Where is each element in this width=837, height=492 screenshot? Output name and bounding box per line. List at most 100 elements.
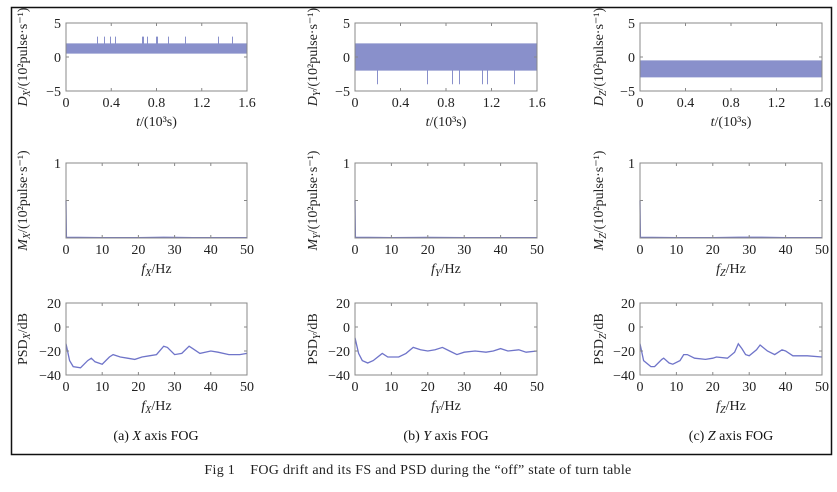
y-tick-label: −20 xyxy=(328,345,350,360)
y-label-unit: /dB xyxy=(16,313,31,333)
x-tick-label: 0.4 xyxy=(103,96,121,111)
y-tick-label: −20 xyxy=(613,345,635,360)
y-axis-label: PSDY/dB xyxy=(306,313,323,364)
x-label-subscript: Y xyxy=(435,405,442,416)
x-label-unit: /Hz xyxy=(151,262,171,277)
y-axis-label: DZ/(10²pulse·s⁻¹) xyxy=(592,7,609,107)
plot-area xyxy=(354,302,538,376)
x-tick-label: 40 xyxy=(204,243,218,258)
x-label-symbol: f xyxy=(716,399,722,414)
x-tick-label: 10 xyxy=(384,243,398,258)
x-label-symbol: f xyxy=(431,262,437,277)
x-tick-label: 10 xyxy=(669,380,683,395)
y-label-subscript: Y xyxy=(312,332,323,339)
y-tick-label: −40 xyxy=(613,369,635,384)
y-tick-label: 20 xyxy=(621,297,635,312)
fs-line xyxy=(354,200,537,239)
y-label-subscript: X xyxy=(22,332,33,340)
x-tick-label: 30 xyxy=(457,243,471,258)
x-axis-label: t/(10³s) xyxy=(426,115,467,130)
x-tick-label: 0.8 xyxy=(437,96,455,111)
plot-area xyxy=(639,162,823,239)
y-tick-label: 20 xyxy=(47,297,61,312)
y-tick-label: 1 xyxy=(54,157,61,172)
x-axis-label: fZ/Hz xyxy=(716,262,746,279)
x-tick-label: 10 xyxy=(669,243,683,258)
x-tick-label: 1.2 xyxy=(193,96,211,111)
y-tick-label: 0 xyxy=(628,51,635,66)
fs-line xyxy=(65,200,247,239)
figure-frame xyxy=(10,6,833,456)
x-tick-label: 1.6 xyxy=(238,96,256,111)
x-tick-label: 40 xyxy=(779,243,793,258)
y-axis-label: PSDZ/dB xyxy=(592,313,609,364)
y-label-subscript: X xyxy=(22,232,33,240)
x-axis-label: t/(10³s) xyxy=(711,115,752,130)
y-label-unit: /(10²pulse·s⁻¹) xyxy=(16,150,31,233)
x-tick-label: 0.8 xyxy=(722,96,740,111)
y-label-subscript: Z xyxy=(598,90,609,96)
caption-b: (b) Y axis FOG xyxy=(403,429,488,444)
y-tick-label: −40 xyxy=(328,369,350,384)
x-tick-label: 50 xyxy=(240,243,254,258)
fs-line xyxy=(639,200,822,239)
y-label-subscript: Z xyxy=(598,333,609,339)
x-tick-label: 30 xyxy=(742,380,756,395)
y-label-symbol: D xyxy=(592,96,607,107)
x-tick-label: 10 xyxy=(95,380,109,395)
x-label-unit: /Hz xyxy=(151,399,171,414)
x-label-subscript: X xyxy=(144,268,152,279)
x-tick-label: 20 xyxy=(706,380,720,395)
y-tick-label: 0 xyxy=(54,51,61,66)
y-label-unit: /dB xyxy=(592,313,607,333)
y-axis-label: DX/(10²pulse·s⁻¹) xyxy=(16,7,33,107)
y-axis-label: MZ/(10²pulse·s⁻¹) xyxy=(592,150,609,251)
y-label-symbol: M xyxy=(592,237,607,251)
plot-area xyxy=(65,302,248,376)
x-tick-label: 0 xyxy=(352,96,359,111)
y-tick-label: 5 xyxy=(628,17,635,32)
caption-c: (c) Z axis FOG xyxy=(689,429,773,444)
x-tick-label: 30 xyxy=(168,243,182,258)
y-axis-label: DY/(10²pulse·s⁻¹) xyxy=(306,7,323,107)
y-tick-label: 1 xyxy=(343,157,350,172)
psd-line xyxy=(639,342,823,368)
panel-b-drift: 0 0.4 0.8 1.2 1.6−505t/(10³s)DY/(10²pulse·s⁻… xyxy=(306,7,546,130)
y-tick-label: 1 xyxy=(628,157,635,172)
x-label-unit: /(10³s) xyxy=(430,115,467,130)
y-label-unit: /(10²pulse·s⁻¹) xyxy=(592,150,607,233)
x-tick-label: 10 xyxy=(95,243,109,258)
x-tick-label: 0 xyxy=(637,243,644,258)
x-tick-label: 0 xyxy=(63,380,70,395)
y-tick-label: −5 xyxy=(335,85,350,100)
y-tick-label: 5 xyxy=(343,17,350,32)
y-tick-label: −5 xyxy=(46,85,61,100)
x-tick-label: 40 xyxy=(494,243,508,258)
x-tick-label: 20 xyxy=(131,243,145,258)
x-tick-label: 20 xyxy=(421,243,435,258)
x-axis-label: t/(10³s) xyxy=(136,115,177,130)
y-tick-label: 0 xyxy=(54,321,61,336)
y-label-subscript: X xyxy=(22,89,33,97)
x-tick-label: 0.4 xyxy=(677,96,695,111)
x-label-subscript: X xyxy=(144,405,152,416)
plot-area xyxy=(639,302,823,376)
x-label-unit: /Hz xyxy=(441,262,461,277)
y-tick-label: 0 xyxy=(343,321,350,336)
x-tick-label: 50 xyxy=(530,243,544,258)
plot-area xyxy=(65,22,248,92)
x-tick-label: 0 xyxy=(63,96,70,111)
x-tick-label: 0 xyxy=(637,380,644,395)
x-tick-label: 0 xyxy=(352,243,359,258)
x-tick-label: 0 xyxy=(63,243,70,258)
x-label-symbol: t xyxy=(136,115,141,130)
figure-caption: Fig 1 FOG drift and its FS and PSD durin… xyxy=(204,463,631,478)
x-axis-label: fY/Hz xyxy=(431,399,461,416)
panel-c-drift: 0 0.4 0.8 1.2 1.6−505t/(10³s)DZ/(10²pulse·s⁻… xyxy=(592,7,831,130)
x-label-unit: /Hz xyxy=(726,399,746,414)
x-axis-label: fY/Hz xyxy=(431,262,461,279)
y-label-symbol: D xyxy=(16,96,31,107)
